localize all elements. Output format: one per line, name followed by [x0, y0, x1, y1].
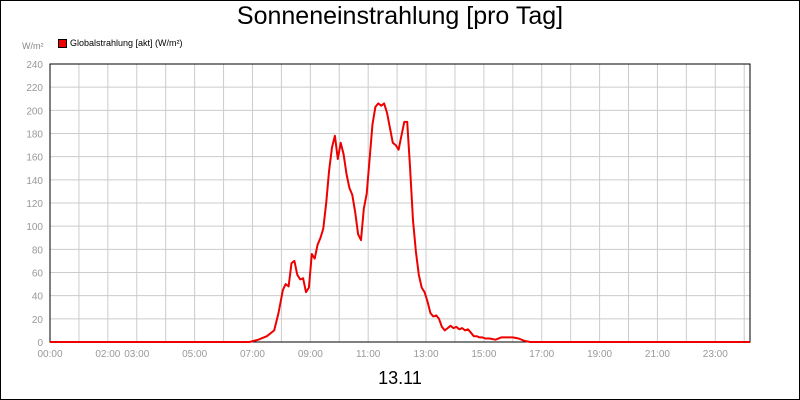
x-tick-label: 21:00 [645, 349, 670, 360]
x-tick-label: 07:00 [240, 349, 265, 360]
x-tick-label: 02:00 [95, 349, 120, 360]
x-tick-label: 00:00 [37, 349, 62, 360]
x-tick-label: 17:00 [529, 349, 554, 360]
x-tick-label: 13:00 [414, 349, 439, 360]
y-tick-label: 240 [26, 60, 43, 71]
y-tick-label: 120 [26, 199, 43, 210]
y-tick-label: 80 [32, 245, 44, 256]
y-tick-label: 60 [32, 269, 44, 280]
y-tick-label: 40 [32, 292, 44, 303]
legend: Globalstrahlung [akt] (W/m²) [58, 38, 183, 48]
y-tick-label: 180 [26, 130, 43, 141]
y-tick-label: 220 [26, 83, 43, 94]
y-tick-label: 20 [32, 315, 44, 326]
date-label: 13.11 [378, 368, 422, 388]
legend-swatch [58, 38, 67, 48]
x-tick-label: 15:00 [471, 349, 496, 360]
x-tick-label: 03:00 [124, 349, 149, 360]
y-tick-label: 0 [37, 338, 43, 349]
y-axis-unit: W/m² [22, 41, 44, 51]
plot-border [49, 63, 751, 343]
series-line [50, 102, 750, 343]
x-tick-label: 19:00 [587, 349, 612, 360]
y-tick-label: 100 [26, 222, 43, 233]
y-tick-label: 200 [26, 106, 43, 117]
y-tick-label: 160 [26, 153, 43, 164]
y-tick-label: 140 [26, 176, 43, 187]
x-tick-label: 23:00 [703, 349, 728, 360]
legend-label: Globalstrahlung [akt] (W/m²) [70, 38, 183, 48]
x-tick-label: 05:00 [182, 349, 207, 360]
x-tick-label: 09:00 [298, 349, 323, 360]
x-tick-label: 11:00 [356, 349, 381, 360]
chart-title: Sonneneinstrahlung [pro Tag] [236, 2, 564, 30]
